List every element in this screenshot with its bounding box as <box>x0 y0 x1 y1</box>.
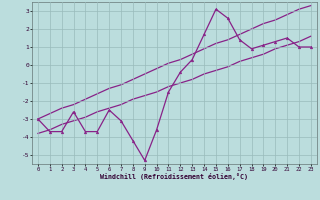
X-axis label: Windchill (Refroidissement éolien,°C): Windchill (Refroidissement éolien,°C) <box>100 173 248 180</box>
